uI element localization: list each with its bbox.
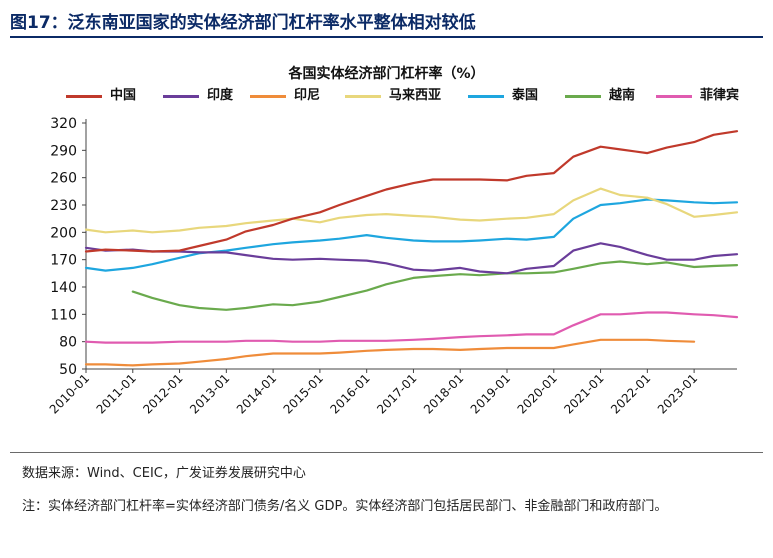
y-tick-label: 80	[59, 335, 77, 351]
chart-note: 注：实体经济部门杠杆率=实体经济部门债务/名义 GDP。实体经济部门包括居民部门…	[22, 499, 668, 514]
series-line-4	[84, 187, 739, 234]
legend-swatch-china	[66, 95, 102, 98]
title-divider	[10, 36, 763, 38]
series-line-6	[131, 260, 739, 311]
legend-swatch-vietnam	[565, 95, 601, 98]
series-line-2	[84, 242, 739, 275]
y-tick-label: 320	[50, 116, 77, 132]
y-tick-label: 170	[50, 253, 77, 269]
x-tick-label: 2015-01	[281, 371, 326, 416]
legend-label-malaysia: 马来西亚	[389, 88, 442, 103]
series-line-3	[84, 338, 696, 367]
legend-swatch-philippines	[656, 95, 692, 98]
figure-title: 图17：泛东南亚国家的实体经济部门杠杆率水平整体相对较低	[10, 13, 476, 33]
x-tick-label: 2012-01	[140, 371, 185, 416]
legend-label-china: 中国	[110, 88, 137, 103]
series-line-7	[84, 311, 739, 344]
x-tick-label: 2020-01	[515, 371, 560, 416]
x-tick-label: 2013-01	[187, 371, 232, 416]
x-tick-label: 2021-01	[561, 371, 606, 416]
y-tick-label: 260	[50, 171, 77, 187]
series-line-5	[84, 198, 739, 272]
x-tick-label: 2017-01	[374, 371, 419, 416]
legend-swatch-malaysia	[345, 95, 381, 98]
x-tick-label: 2016-01	[327, 371, 372, 416]
legend-swatch-indonesia	[250, 95, 286, 98]
y-tick-label: 290	[50, 143, 77, 159]
x-tick-label: 2019-01	[468, 371, 513, 416]
legend-label-vietnam: 越南	[609, 88, 636, 103]
x-tick-label: 2023-01	[655, 371, 700, 416]
y-tick-label: 230	[50, 198, 77, 214]
y-tick-label: 110	[50, 307, 77, 323]
footer-divider	[10, 452, 763, 453]
x-tick-label: 2018-01	[421, 371, 466, 416]
y-tick-label: 140	[50, 280, 77, 296]
legend-label-indonesia: 印尼	[294, 88, 321, 103]
y-tick-label: 200	[50, 225, 77, 241]
legend-label-india: 印度	[207, 88, 234, 103]
line-chart: 50 80 110 140 170 200 230 260 290 320 2010-01 2011-…	[47, 116, 739, 417]
legend-swatch-india	[163, 95, 199, 98]
x-tick-label: 2014-01	[234, 371, 279, 416]
legend-label-philippines: 菲律宾	[700, 88, 740, 103]
data-source: 数据来源：Wind、CEIC，广发证券发展研究中心	[22, 466, 306, 481]
x-tick-label: 2010-01	[47, 371, 92, 416]
x-tick-label: 2022-01	[608, 371, 653, 416]
series-line-1	[84, 130, 739, 253]
legend-swatch-thailand	[468, 95, 504, 98]
chart-title: 各国实体经济部门杠杆率（%）	[288, 66, 485, 82]
legend-label-thailand: 泰国	[512, 88, 539, 103]
x-tick-label: 2011-01	[94, 371, 139, 416]
y-tick-label: 50	[59, 362, 77, 378]
